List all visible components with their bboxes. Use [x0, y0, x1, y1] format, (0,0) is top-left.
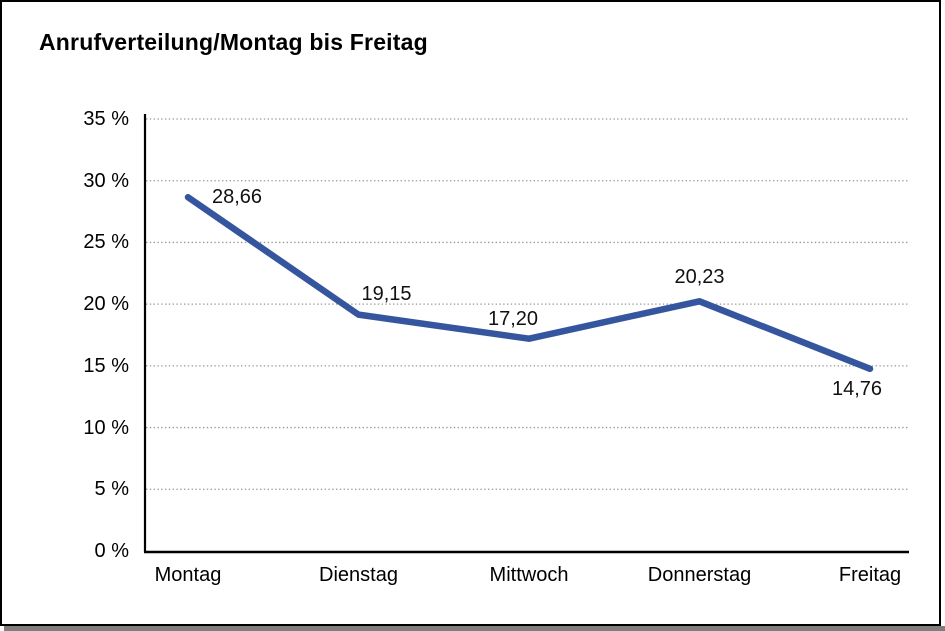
data-point-label: 14,76	[831, 377, 883, 400]
data-point-label: 19,15	[361, 282, 412, 305]
y-axis-tick-label: 0 %	[94, 540, 129, 562]
x-axis-category-label: Donnerstag	[647, 564, 752, 586]
x-axis-category-label: Mittwoch	[489, 564, 569, 586]
data-point-label: 20,23	[674, 266, 725, 289]
x-axis-category-label: Dienstag	[319, 564, 398, 586]
y-axis-tick-label: 20 %	[83, 293, 129, 316]
y-axis-tick-label: 5 %	[94, 478, 129, 501]
y-axis-tick-label: 35 %	[83, 108, 129, 130]
frame-bottom-shadow	[4, 626, 945, 631]
y-axis-tick-label: 25 %	[83, 231, 129, 254]
y-axis-tick-label: 10 %	[83, 416, 129, 439]
data-series-line	[184, 194, 874, 373]
y-axis-tick-label: 15 %	[83, 354, 129, 377]
x-axis-category-label: Montag	[154, 564, 222, 586]
data-point-label: 28,66	[212, 186, 263, 209]
y-axis-tick-label: 30 %	[83, 169, 129, 192]
x-axis-category-label: Freitag	[838, 564, 902, 586]
data-point-label: 17,20	[487, 307, 539, 330]
chart-title: Anrufverteilung/Montag bis Freitag	[39, 29, 428, 55]
